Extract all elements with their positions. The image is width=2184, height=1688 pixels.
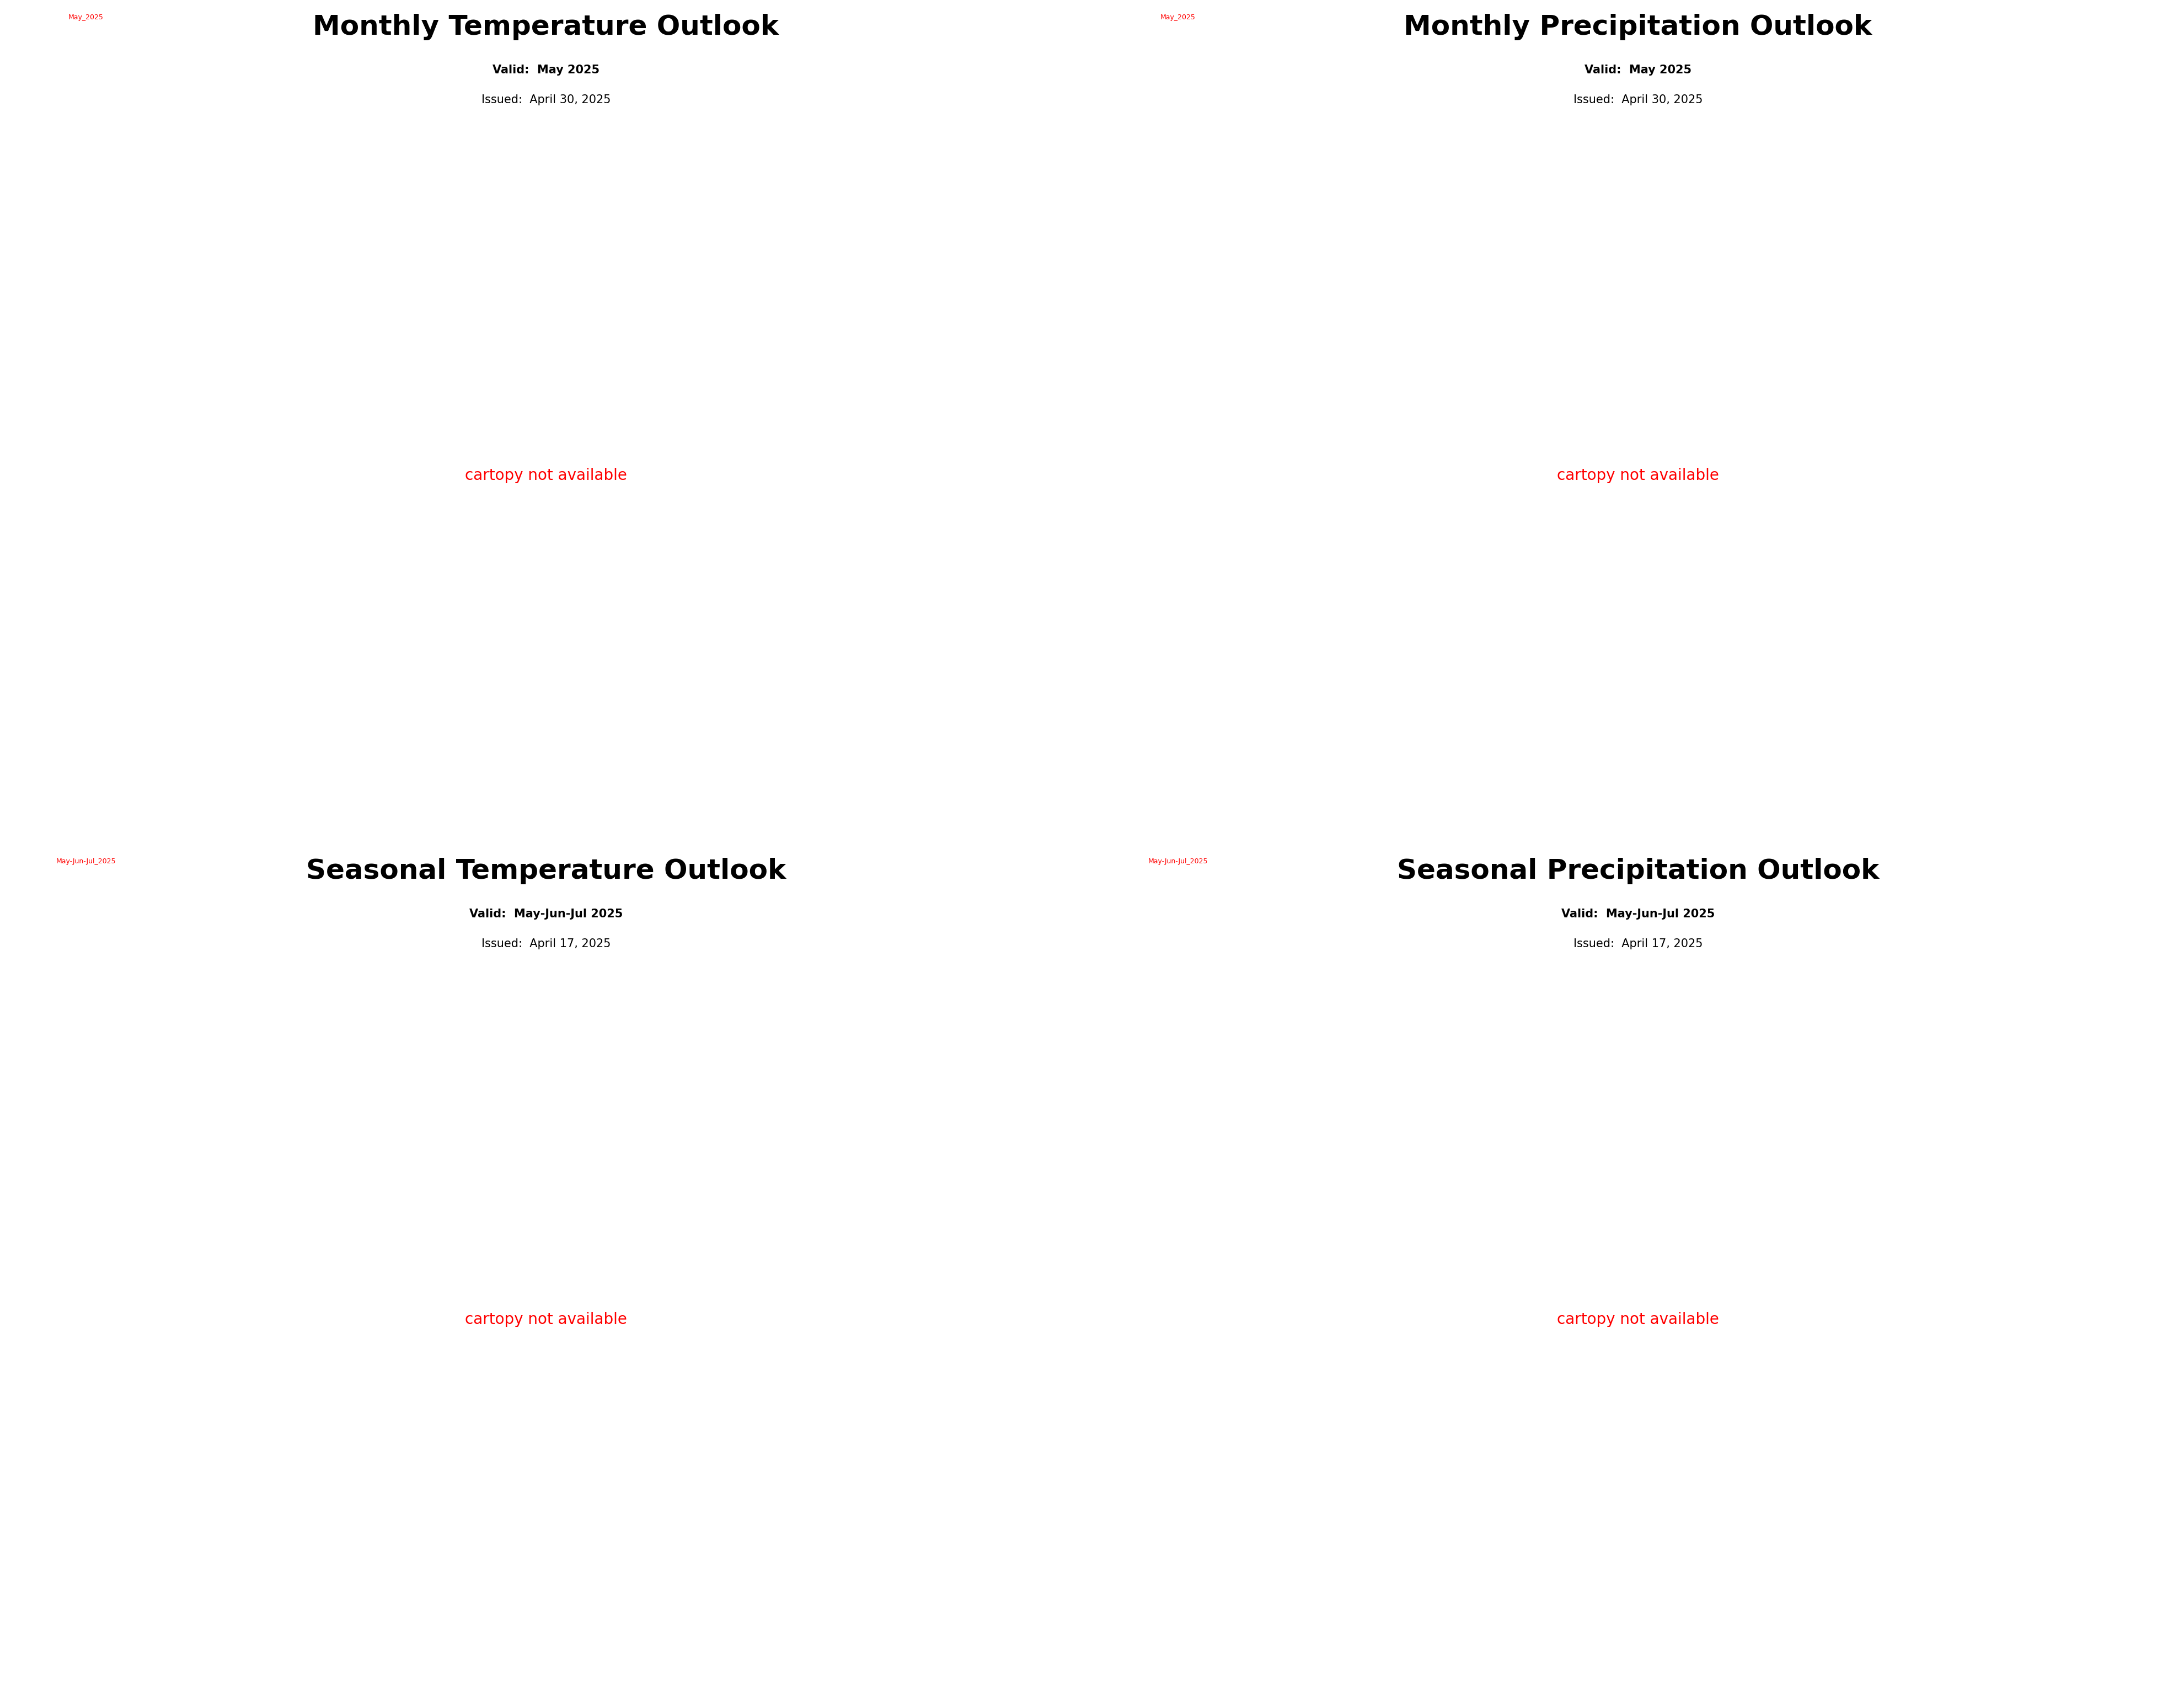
- Text: cartopy not available: cartopy not available: [465, 1312, 627, 1327]
- Text: Issued:  April 17, 2025: Issued: April 17, 2025: [480, 939, 612, 949]
- Text: Monthly Temperature Outlook: Monthly Temperature Outlook: [312, 14, 780, 41]
- Text: May_2025: May_2025: [68, 14, 103, 20]
- Text: May-Jun-Jul_2025: May-Jun-Jul_2025: [1149, 858, 1208, 864]
- Text: Valid:  May-Jun-Jul 2025: Valid: May-Jun-Jul 2025: [470, 908, 622, 920]
- Text: Issued:  April 30, 2025: Issued: April 30, 2025: [480, 95, 612, 105]
- Text: cartopy not available: cartopy not available: [465, 468, 627, 483]
- Text: cartopy not available: cartopy not available: [1557, 1312, 1719, 1327]
- Text: Monthly Precipitation Outlook: Monthly Precipitation Outlook: [1404, 14, 1872, 41]
- Text: May-Jun-Jul_2025: May-Jun-Jul_2025: [57, 858, 116, 864]
- Text: cartopy not available: cartopy not available: [1557, 468, 1719, 483]
- Text: Issued:  April 30, 2025: Issued: April 30, 2025: [1572, 95, 1704, 105]
- Text: May_2025: May_2025: [1160, 14, 1195, 20]
- Text: Issued:  April 17, 2025: Issued: April 17, 2025: [1572, 939, 1704, 949]
- Text: Valid:  May-Jun-Jul 2025: Valid: May-Jun-Jul 2025: [1562, 908, 1714, 920]
- Text: Valid:  May 2025: Valid: May 2025: [491, 64, 601, 76]
- Text: Valid:  May 2025: Valid: May 2025: [1583, 64, 1693, 76]
- Text: Seasonal Precipitation Outlook: Seasonal Precipitation Outlook: [1398, 858, 1878, 885]
- Text: Seasonal Temperature Outlook: Seasonal Temperature Outlook: [306, 858, 786, 885]
